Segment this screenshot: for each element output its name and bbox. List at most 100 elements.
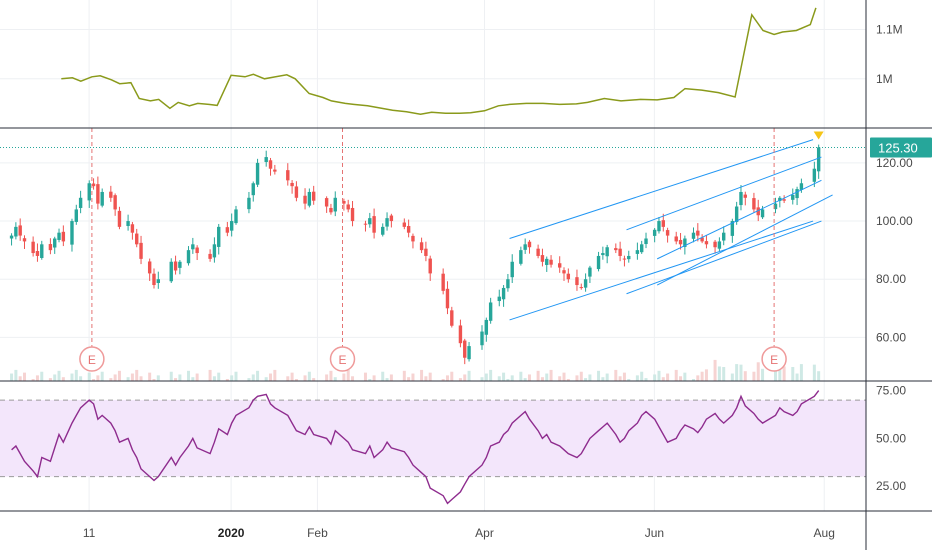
channel-3-lower bbox=[656, 194, 833, 286]
earnings-label: E bbox=[338, 353, 346, 367]
volume-bar bbox=[562, 372, 566, 381]
candle-body bbox=[450, 310, 454, 326]
candle-body bbox=[411, 235, 415, 242]
earnings-label: E bbox=[770, 353, 778, 367]
volume-bar bbox=[752, 371, 756, 381]
candle-body bbox=[247, 197, 251, 210]
candle-body bbox=[657, 221, 661, 232]
volume-bar bbox=[325, 374, 329, 381]
candle-body bbox=[385, 218, 389, 227]
volume-bar bbox=[139, 376, 143, 381]
candle-body bbox=[40, 244, 44, 258]
rsi-panel bbox=[0, 390, 866, 505]
volume-bar bbox=[294, 379, 298, 381]
volume-bar bbox=[799, 364, 803, 381]
candle-body bbox=[545, 258, 549, 265]
volume-bar bbox=[489, 369, 493, 381]
candle-body bbox=[191, 244, 195, 250]
volume-bar bbox=[256, 370, 260, 381]
candle-body bbox=[350, 207, 355, 222]
volume-bar bbox=[614, 369, 618, 381]
candle-body bbox=[9, 235, 14, 239]
volume-bar bbox=[329, 370, 333, 381]
channel-2-lower bbox=[626, 220, 822, 295]
volume-bar bbox=[368, 379, 372, 381]
volume-bar bbox=[527, 374, 531, 381]
candle-body bbox=[126, 221, 130, 227]
volume-bar bbox=[18, 376, 22, 381]
volume-bar bbox=[389, 374, 393, 381]
volume-bar bbox=[778, 359, 782, 381]
candle-body bbox=[696, 230, 700, 236]
volume-bar bbox=[135, 369, 139, 381]
candle-body bbox=[441, 273, 445, 291]
x-axis-tick-label: 11 bbox=[83, 526, 96, 540]
volume-bar bbox=[372, 375, 376, 381]
candle-body bbox=[117, 210, 122, 227]
candle-body bbox=[70, 221, 74, 245]
volume-bar bbox=[622, 372, 626, 381]
price-axis-tick-label: 100.00 bbox=[876, 214, 913, 228]
candle-body bbox=[286, 170, 290, 181]
volume-bar bbox=[74, 369, 78, 381]
candle-body bbox=[91, 183, 96, 187]
volume-bar bbox=[130, 373, 134, 381]
candle-body bbox=[381, 226, 385, 235]
candle-body bbox=[109, 191, 113, 198]
candle-body bbox=[57, 232, 61, 240]
volume-bar bbox=[683, 372, 687, 381]
volume-bar bbox=[575, 375, 579, 381]
candle-body bbox=[14, 226, 18, 237]
volume-bar bbox=[307, 371, 311, 381]
volume-bar bbox=[273, 369, 277, 381]
volume-bar bbox=[601, 377, 605, 381]
candle-body bbox=[480, 331, 484, 346]
candle-body bbox=[329, 207, 333, 213]
candle-body bbox=[549, 259, 553, 265]
candle-body bbox=[579, 287, 583, 289]
candle-body bbox=[311, 191, 316, 201]
volume-bar bbox=[264, 377, 268, 381]
candle-body bbox=[212, 244, 217, 258]
candle-body bbox=[704, 241, 709, 245]
candle-body bbox=[372, 216, 376, 233]
candle-body bbox=[195, 247, 199, 254]
candle-body bbox=[458, 325, 463, 344]
candle-body bbox=[588, 267, 592, 277]
volume-bar bbox=[597, 370, 601, 381]
volume-bar bbox=[148, 372, 152, 381]
candle-body bbox=[268, 160, 273, 169]
candle-body bbox=[506, 279, 510, 289]
volume-axis-tick-label: 1.1M bbox=[876, 23, 903, 37]
candle-body bbox=[540, 255, 545, 262]
candle-body bbox=[467, 346, 471, 360]
candle-body bbox=[635, 250, 640, 254]
volume-bar bbox=[156, 375, 160, 381]
volume-bar bbox=[48, 378, 52, 381]
candle-body bbox=[186, 250, 191, 264]
candle-body bbox=[225, 227, 230, 233]
candle-body bbox=[674, 236, 678, 242]
volume-bar bbox=[381, 371, 385, 381]
volume-bar bbox=[674, 369, 678, 381]
volume-bar bbox=[484, 373, 488, 381]
candle-body bbox=[752, 198, 756, 210]
candle-body bbox=[575, 277, 579, 286]
volume-bar bbox=[691, 379, 695, 381]
volume-bar bbox=[290, 372, 294, 381]
candle-body bbox=[139, 242, 143, 259]
candle-body bbox=[78, 197, 83, 208]
candle-body bbox=[760, 209, 765, 218]
candle-body bbox=[389, 215, 394, 222]
candle-body bbox=[96, 184, 100, 204]
candle-body bbox=[342, 200, 346, 204]
volume-average-line bbox=[61, 7, 817, 115]
candle-body bbox=[713, 241, 717, 248]
candle-body bbox=[303, 195, 307, 204]
volume-average-panel bbox=[61, 7, 817, 115]
candle-body bbox=[463, 340, 467, 358]
candle-body bbox=[363, 223, 368, 225]
